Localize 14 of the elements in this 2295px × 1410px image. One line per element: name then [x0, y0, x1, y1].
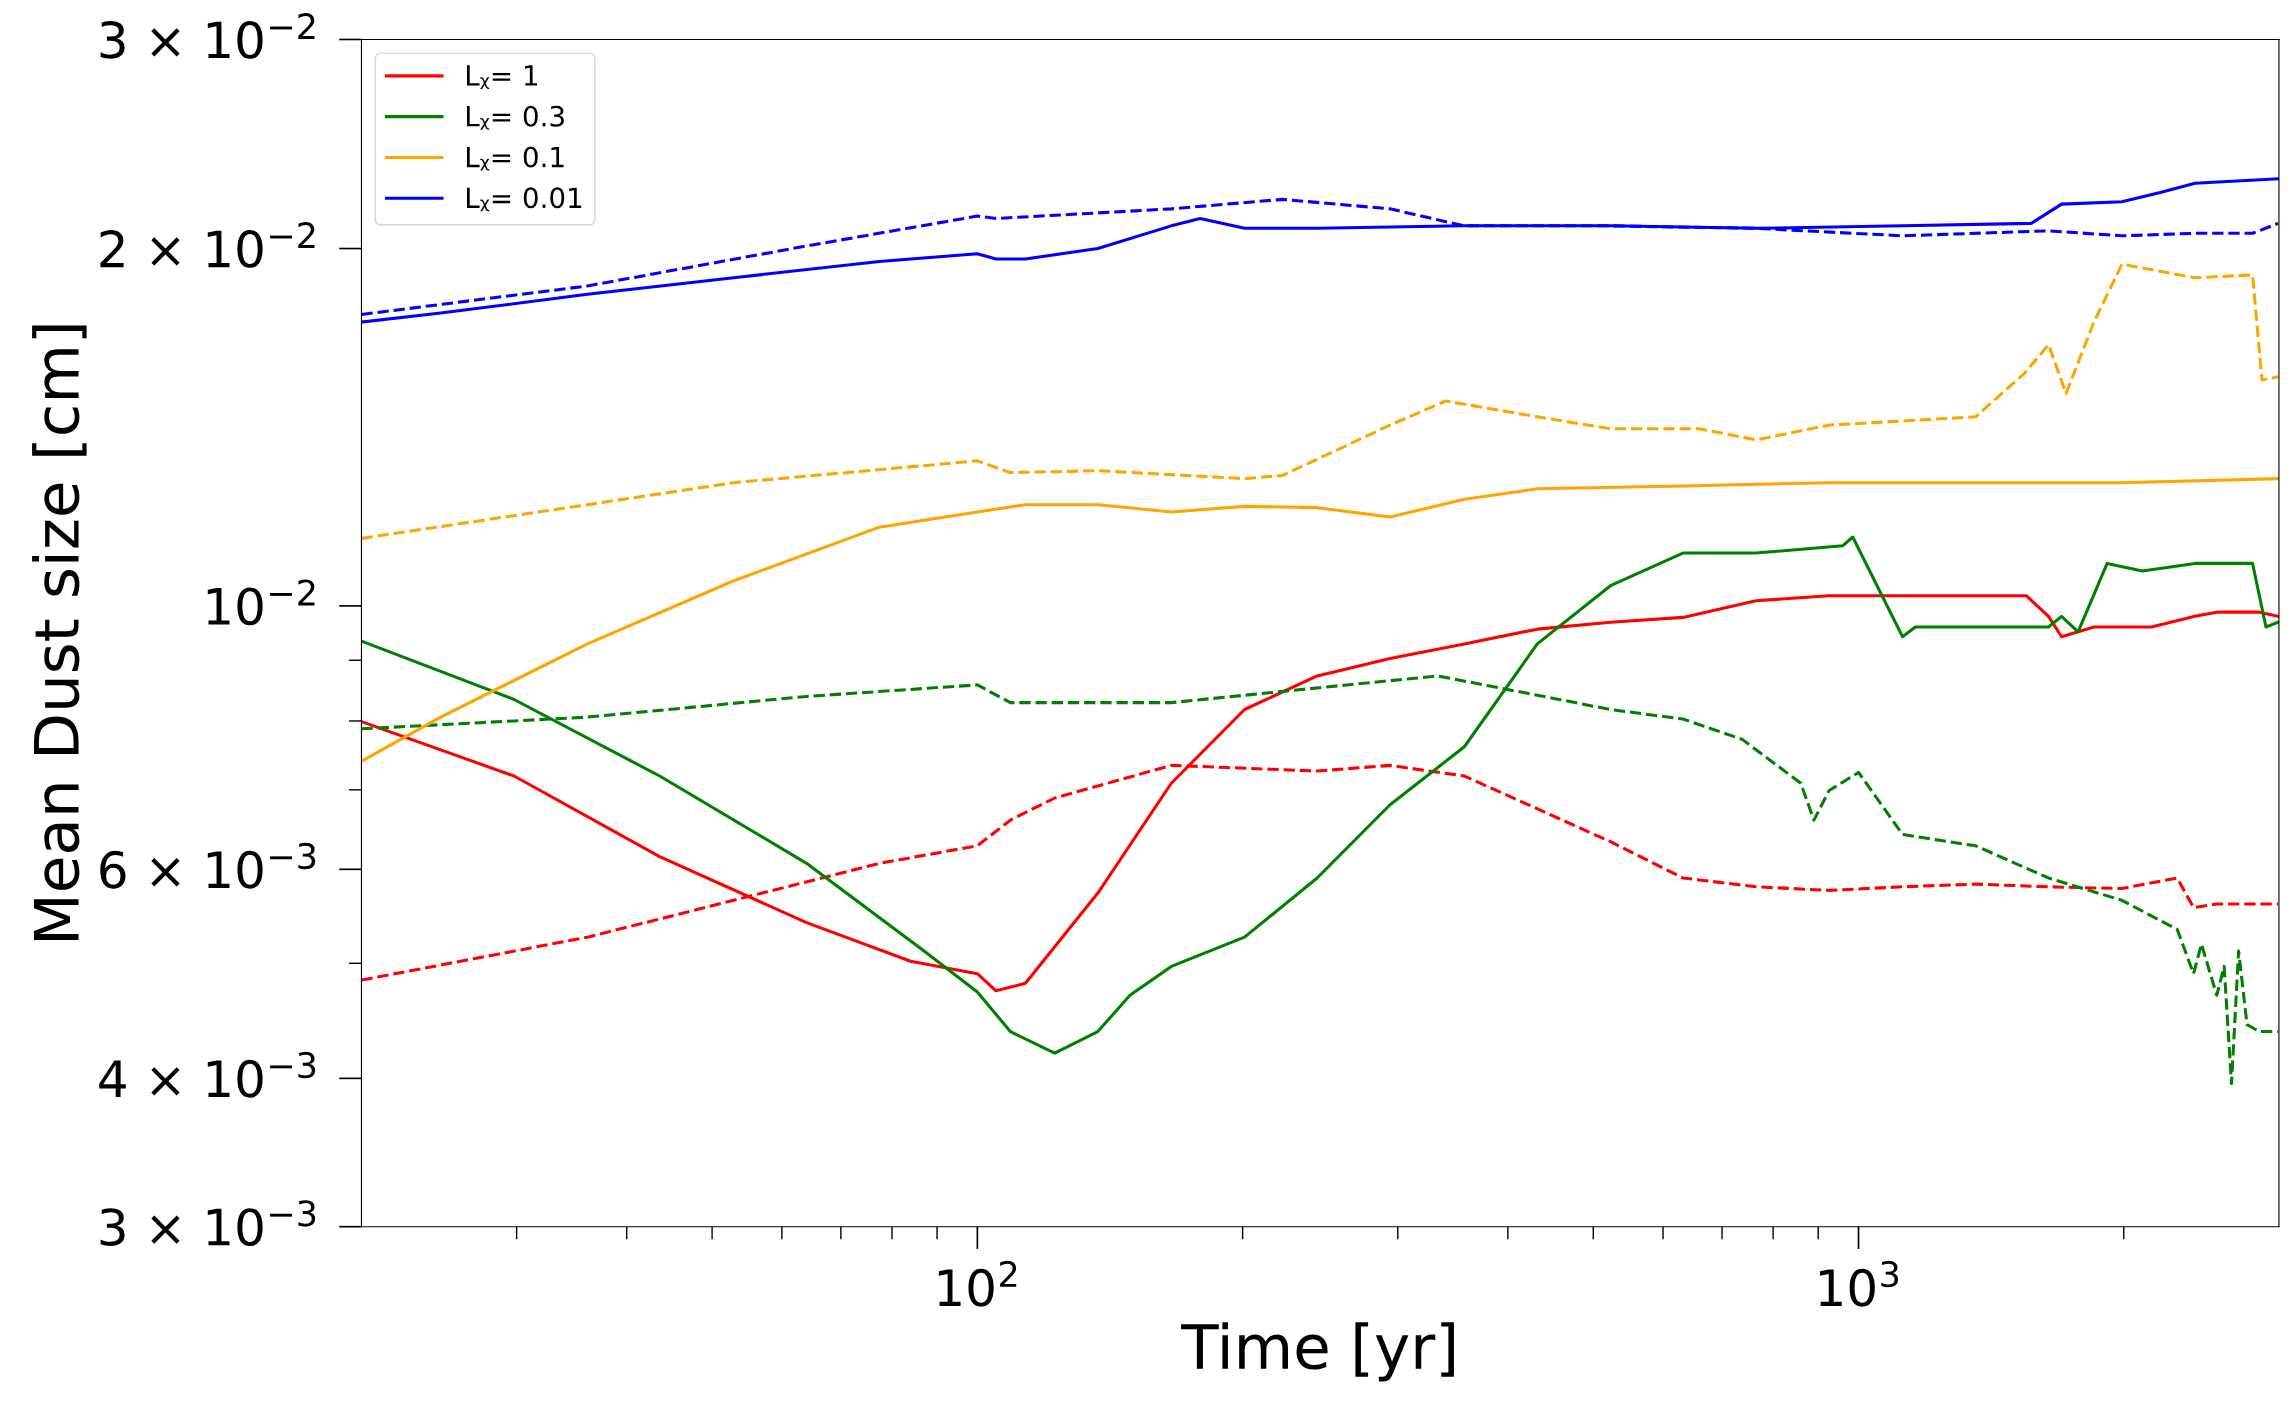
legend-label: Lᵪ= 0.01 [466, 187, 582, 212]
y-tick-label: 6 × 10$^{−3}$ [100, 842, 316, 889]
y-tick-label: 3 × 10$^{−3}$ [100, 1200, 316, 1247]
legend-label: Lᵪ= 0.1 [466, 146, 564, 171]
x-tick-label: 10$^{2}$ [938, 1260, 1017, 1307]
y-tick-label: 2 × 10$^{−2}$ [100, 222, 315, 268]
y-tick-label: 10$^{−2}$ [207, 579, 315, 626]
legend-label: Lᵪ= 0.3 [466, 105, 564, 130]
x-tick-label: 10$^{3}$ [1820, 1260, 1899, 1307]
y-axis-title: Mean Dust size [cm] [32, 325, 87, 940]
y-tick-label: 3 × 10$^{−2}$ [100, 12, 315, 59]
legend-label: Lᵪ= 1 [466, 65, 538, 89]
x-axis-title: Time [yr] [1181, 1322, 1454, 1382]
y-tick-label: 4 × 10$^{−3}$ [99, 1051, 316, 1098]
